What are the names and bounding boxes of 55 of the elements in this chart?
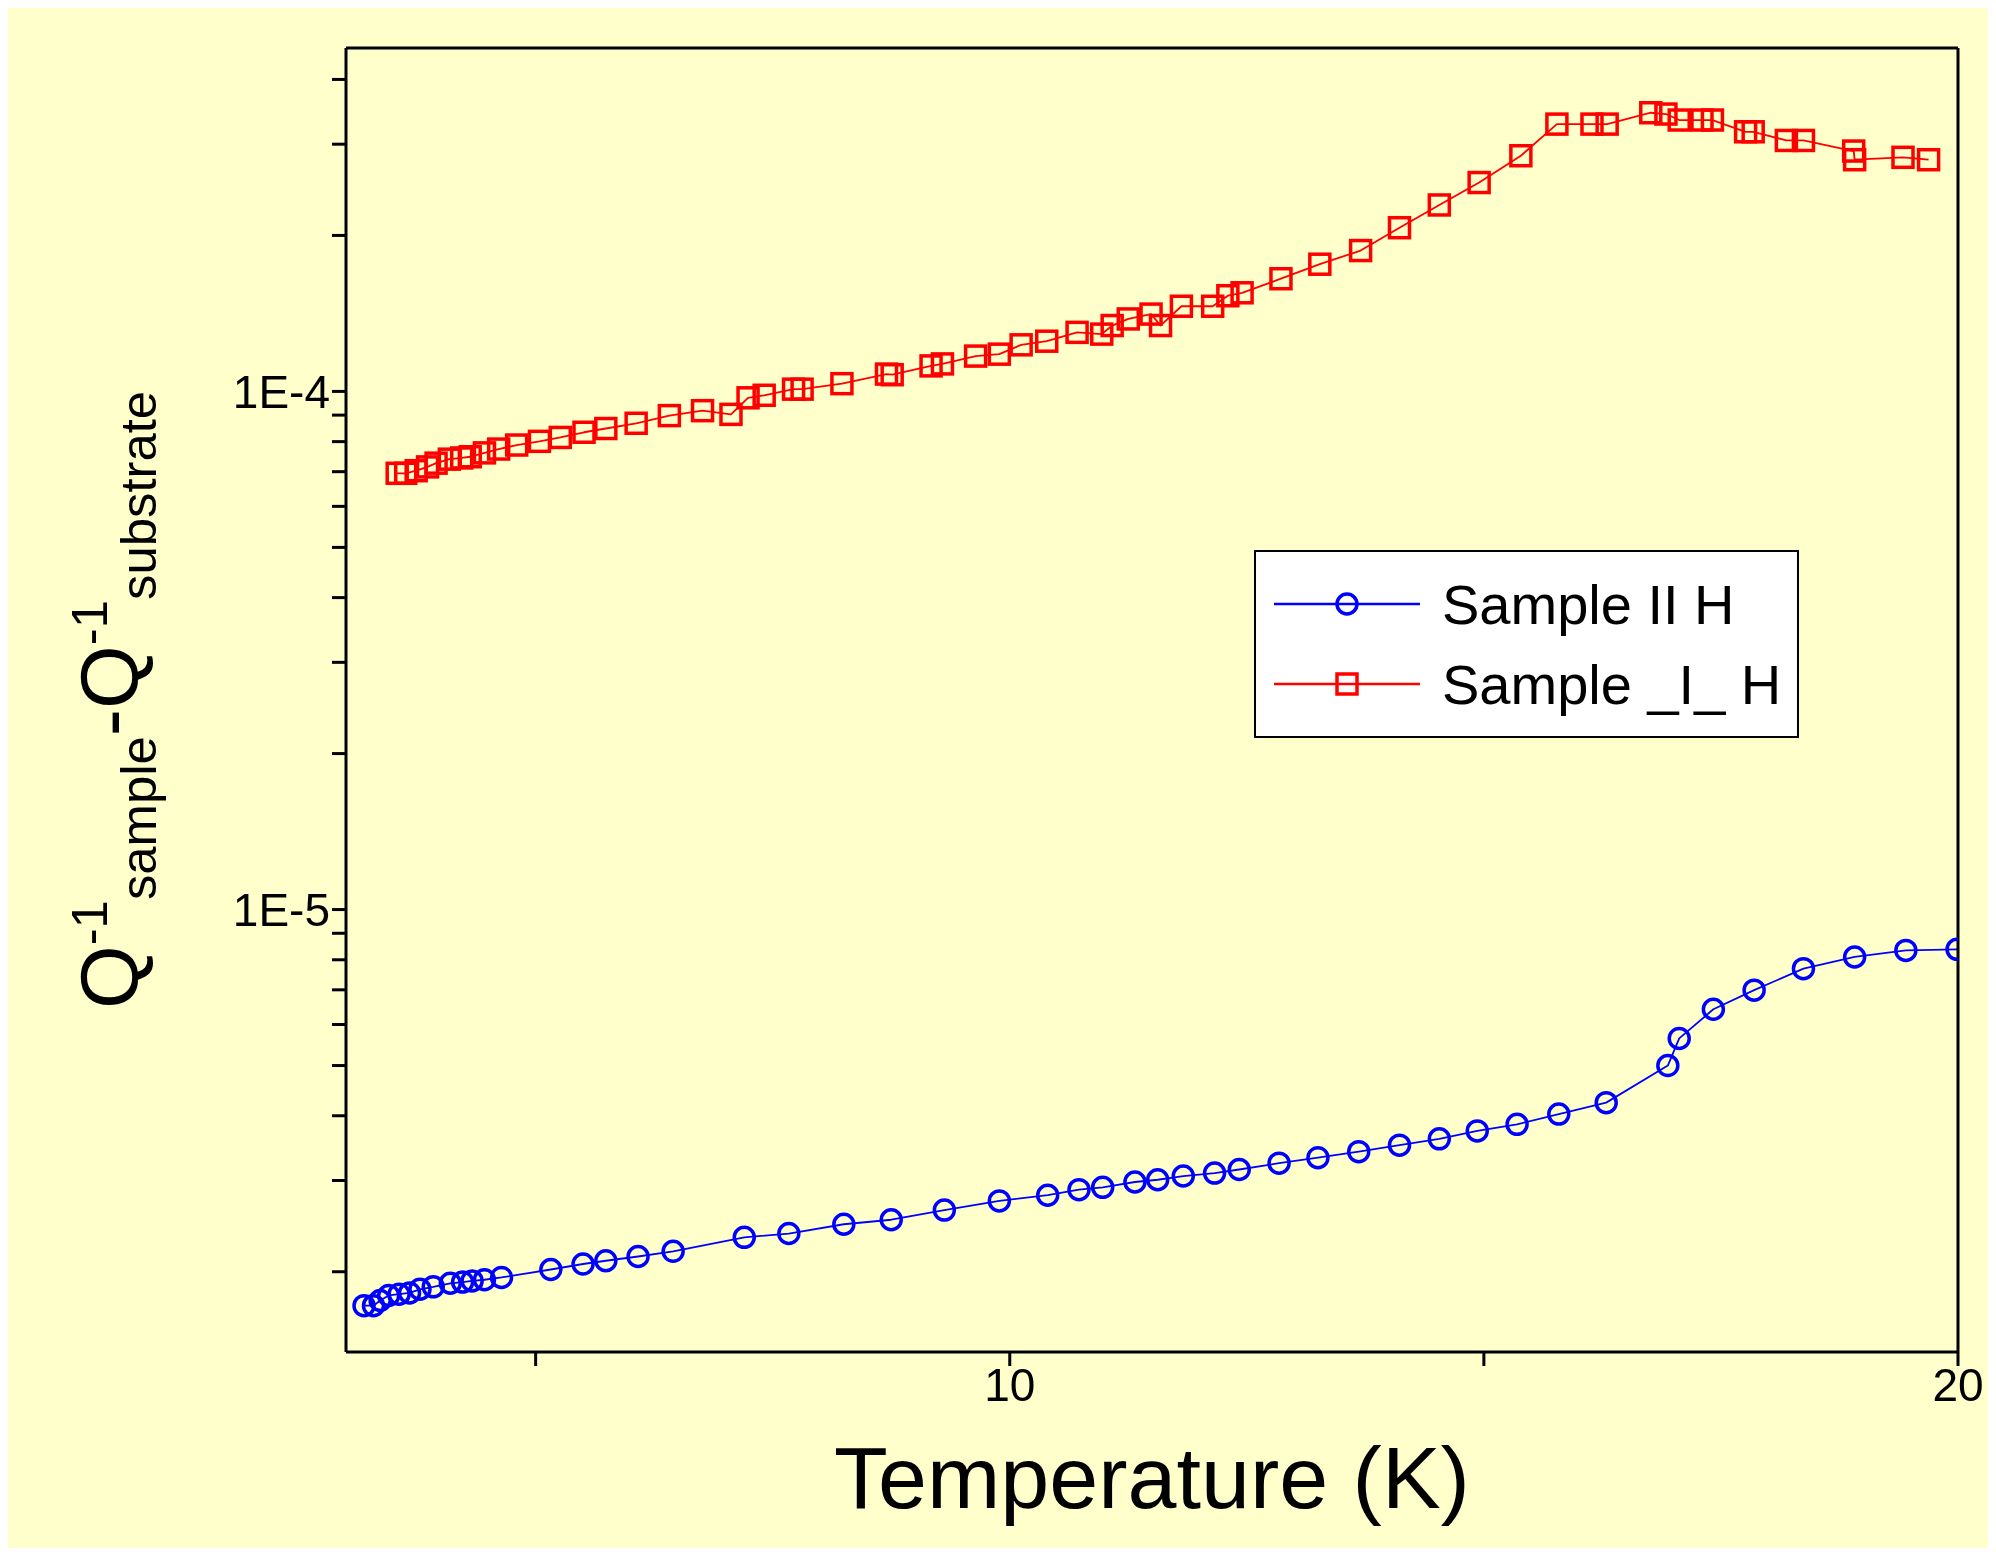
point [571, 1252, 595, 1276]
point [450, 1270, 475, 1294]
point [1842, 945, 1867, 969]
point [421, 1275, 445, 1299]
point [879, 1207, 903, 1232]
point [376, 1283, 401, 1308]
point [1145, 1168, 1170, 1192]
point [1067, 1177, 1091, 1202]
point [368, 1288, 392, 1313]
point [352, 1293, 376, 1318]
point [1227, 1157, 1251, 1182]
point [1667, 1026, 1691, 1051]
point [472, 1268, 497, 1292]
y-tick-label: 1E-5 [232, 883, 330, 936]
point [1123, 1170, 1147, 1194]
point [1656, 1053, 1680, 1078]
point [987, 1189, 1012, 1213]
point [1894, 938, 1918, 963]
point [1791, 956, 1816, 981]
point [1267, 1151, 1291, 1175]
point [387, 1282, 411, 1306]
x-axis-title: Temperature (K) [834, 1428, 1470, 1527]
point [1306, 1145, 1330, 1170]
point [594, 1249, 618, 1273]
point [1701, 997, 1726, 1022]
legend-label: Sample _I_ H [1442, 651, 1782, 717]
point [1171, 1164, 1196, 1188]
point [1035, 1183, 1060, 1207]
x-tick-label: 10 [984, 1358, 1036, 1411]
point [438, 1271, 463, 1296]
legend-label: Sample II H [1442, 571, 1735, 637]
point [1594, 1090, 1618, 1115]
point [832, 1212, 856, 1236]
point [1202, 1161, 1227, 1185]
point [408, 1277, 432, 1302]
point [777, 1221, 801, 1246]
point [460, 1269, 484, 1293]
point [489, 1265, 514, 1290]
point [397, 1281, 422, 1305]
x-tick-label: 20 [1932, 1358, 1984, 1411]
point [1346, 1139, 1371, 1164]
point [1465, 1119, 1489, 1143]
y-tick-label: 1E-4 [232, 365, 330, 418]
point [732, 1225, 757, 1250]
point [539, 1257, 563, 1282]
point [1505, 1112, 1529, 1137]
point [1427, 1127, 1452, 1151]
point [626, 1244, 650, 1269]
point [1090, 1175, 1115, 1200]
point [932, 1198, 957, 1222]
point [361, 1293, 386, 1318]
point [661, 1239, 685, 1264]
point [1547, 1102, 1571, 1126]
point [1387, 1133, 1412, 1157]
point [1742, 978, 1766, 1002]
